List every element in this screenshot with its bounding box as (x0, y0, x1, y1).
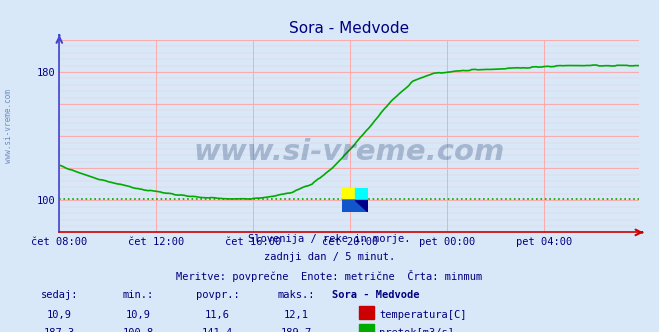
Text: Sora - Medvode: Sora - Medvode (332, 290, 419, 300)
Text: povpr.:: povpr.: (196, 290, 239, 300)
Text: Meritve: povprečne  Enote: metrične  Črta: minmum: Meritve: povprečne Enote: metrične Črta:… (177, 270, 482, 282)
Polygon shape (342, 200, 368, 212)
Polygon shape (342, 188, 355, 200)
Text: 141,4: 141,4 (202, 328, 233, 332)
Text: www.si-vreme.com: www.si-vreme.com (4, 89, 13, 163)
Text: pretok[m3/s]: pretok[m3/s] (379, 328, 454, 332)
Title: Sora - Medvode: Sora - Medvode (289, 21, 409, 36)
Text: min.:: min.: (123, 290, 154, 300)
Text: 12,1: 12,1 (284, 310, 309, 320)
Polygon shape (355, 200, 368, 212)
Text: Slovenija / reke in morje.: Slovenija / reke in morje. (248, 234, 411, 244)
Text: 189,7: 189,7 (281, 328, 312, 332)
Text: 10,9: 10,9 (47, 310, 72, 320)
Bar (359, 324, 374, 332)
Text: zadnji dan / 5 minut.: zadnji dan / 5 minut. (264, 252, 395, 262)
Text: temperatura[C]: temperatura[C] (379, 310, 467, 320)
Text: sedaj:: sedaj: (41, 290, 78, 300)
Polygon shape (355, 188, 368, 200)
Text: 187,3: 187,3 (43, 328, 75, 332)
Text: 100,8: 100,8 (123, 328, 154, 332)
Text: maks.:: maks.: (278, 290, 315, 300)
Text: 10,9: 10,9 (126, 310, 151, 320)
Text: 11,6: 11,6 (205, 310, 230, 320)
Bar (359, 306, 374, 319)
Text: www.si-vreme.com: www.si-vreme.com (194, 137, 505, 166)
